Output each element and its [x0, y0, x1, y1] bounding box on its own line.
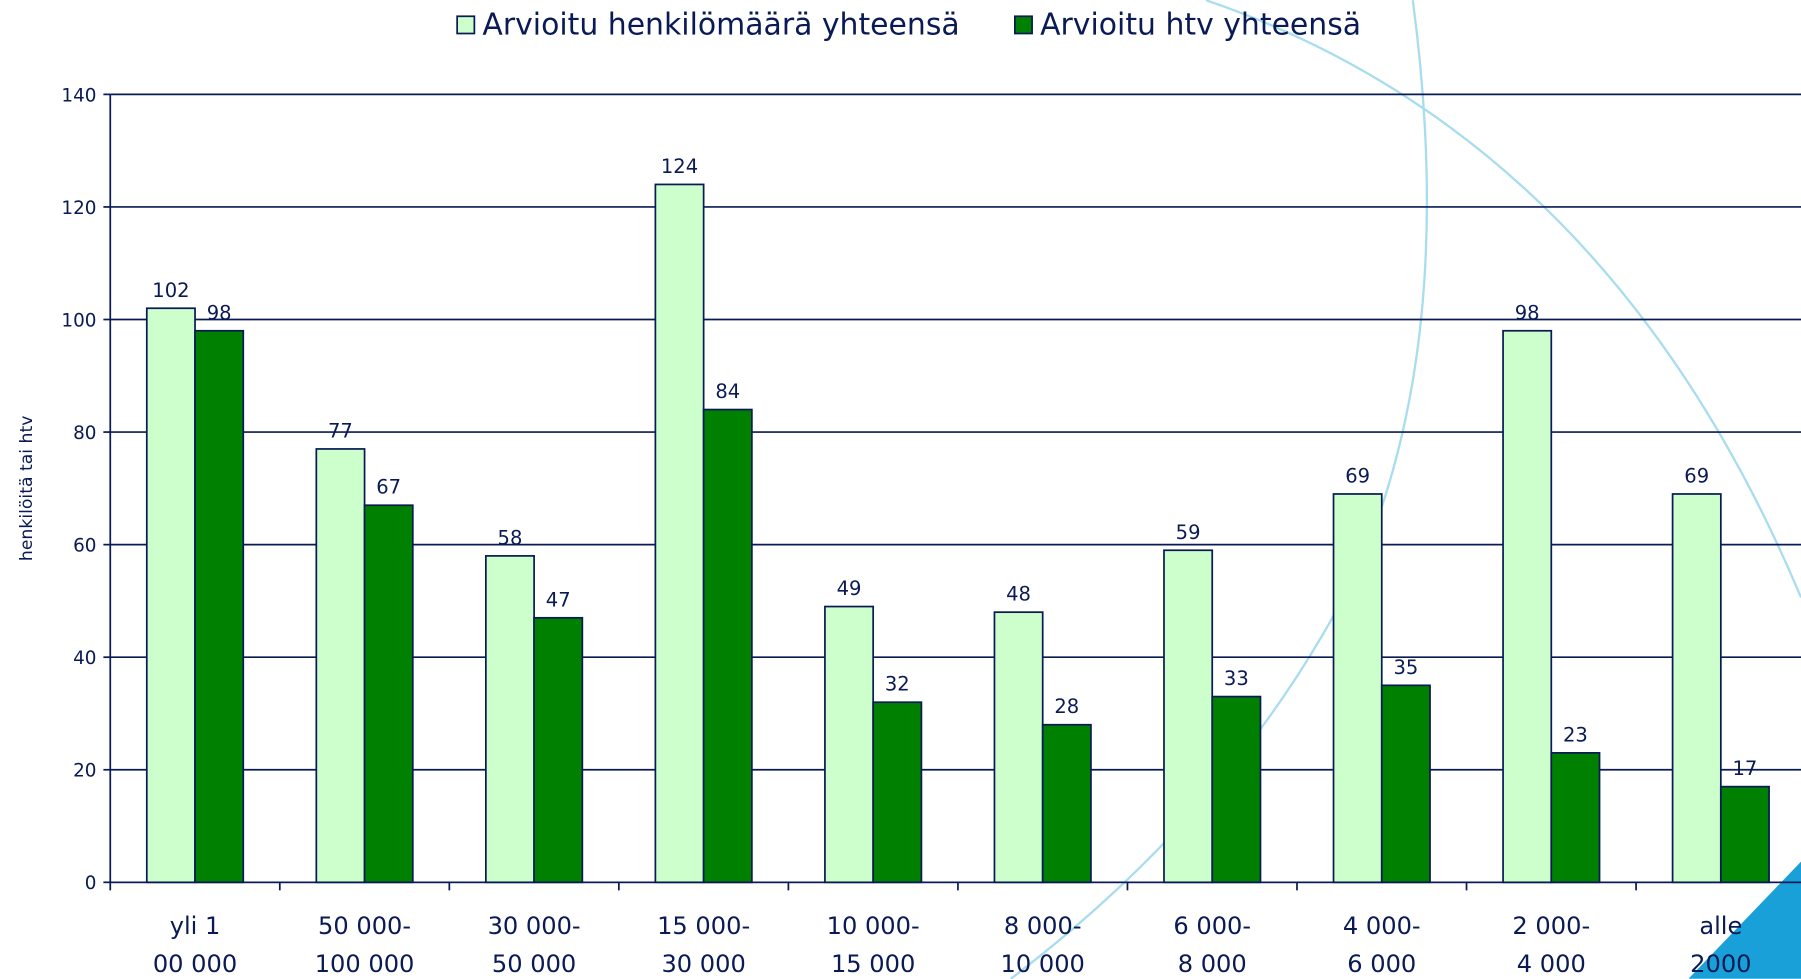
decor-arc: [1205, 0, 1801, 598]
data-label: 77: [328, 419, 353, 442]
data-label: 32: [885, 673, 910, 696]
x-tick-label: 8 000-: [1004, 912, 1082, 940]
x-tick-label: 50 000-: [318, 912, 411, 940]
data-label: 102: [152, 279, 189, 302]
x-tick-label: 2000: [1690, 950, 1751, 978]
y-tick-label: 120: [61, 198, 96, 219]
x-tick-label: 100 000: [315, 950, 415, 978]
x-tick-label: 4 000-: [1343, 912, 1421, 940]
legend-label: Arvioitu htv yhteensä: [1040, 8, 1361, 43]
x-tick-label: 15 000: [831, 950, 915, 978]
legend-swatch: [1013, 15, 1033, 35]
x-tick-label: 50 000: [492, 950, 576, 978]
data-label: 28: [1054, 695, 1079, 718]
bar: [484, 555, 535, 884]
data-label: 49: [837, 577, 862, 600]
decor-triangle: [1688, 861, 1801, 979]
bar: [1163, 549, 1214, 884]
bar: [145, 307, 196, 884]
y-tick-label: 40: [73, 648, 96, 669]
y-tick-label: 60: [73, 536, 96, 557]
bar: [1041, 723, 1092, 884]
x-tick-label: 2 000-: [1512, 912, 1590, 940]
x-tick-label: 15 000-: [657, 912, 750, 940]
x-tick-label: 30 000-: [488, 912, 581, 940]
data-label: 17: [1733, 757, 1758, 780]
y-tick-label: 140: [61, 85, 96, 106]
bar: [1671, 493, 1722, 884]
data-label: 48: [1006, 583, 1031, 606]
y-tick-label: 100: [61, 310, 96, 331]
bar: [363, 504, 414, 884]
data-label: 98: [1515, 301, 1540, 324]
data-label: 59: [1176, 521, 1201, 544]
y-tick-label: 0: [85, 873, 97, 894]
bar: [194, 329, 245, 884]
legend-swatch: [456, 15, 476, 35]
data-label: 58: [498, 526, 523, 549]
bar: [654, 183, 705, 884]
bar: [1332, 493, 1383, 884]
y-tick-label: 20: [73, 761, 96, 782]
y-tick-label: 80: [73, 423, 96, 444]
data-label: 47: [546, 588, 571, 611]
data-label: 23: [1563, 723, 1588, 746]
data-label: 69: [1345, 464, 1370, 487]
x-tick-label: yli 1: [170, 912, 221, 940]
bar: [824, 605, 875, 884]
data-label: 35: [1393, 656, 1418, 679]
bar: [1719, 785, 1770, 884]
data-label: 84: [715, 380, 740, 403]
bar: [1380, 684, 1431, 884]
x-tick-label: 10 000-: [827, 912, 920, 940]
data-label: 124: [661, 155, 698, 178]
bar: [533, 616, 584, 884]
x-tick-label: 4 000: [1517, 950, 1586, 978]
bar: [315, 448, 366, 884]
data-label: 67: [376, 476, 401, 499]
x-tick-label: 00 000: [153, 950, 237, 978]
data-label: 33: [1224, 667, 1249, 690]
bar: [1550, 752, 1601, 884]
legend-label: Arvioitu henkilömäärä yhteensä: [482, 8, 959, 43]
bar: [1502, 329, 1553, 884]
bar: [702, 408, 753, 884]
x-tick-label: 8 000: [1178, 950, 1247, 978]
bar: [1211, 695, 1262, 884]
x-tick-label: 30 000: [661, 950, 745, 978]
bar: [993, 611, 1044, 884]
bar: [872, 701, 923, 884]
x-tick-label: 10 000: [1001, 950, 1085, 978]
x-tick-label: alle: [1699, 912, 1742, 940]
y-axis-label: henkilöitä tai htv: [17, 416, 37, 561]
data-label: 98: [207, 301, 232, 324]
x-tick-label: 6 000: [1347, 950, 1416, 978]
x-tick-label: 6 000-: [1173, 912, 1251, 940]
data-label: 69: [1684, 464, 1709, 487]
